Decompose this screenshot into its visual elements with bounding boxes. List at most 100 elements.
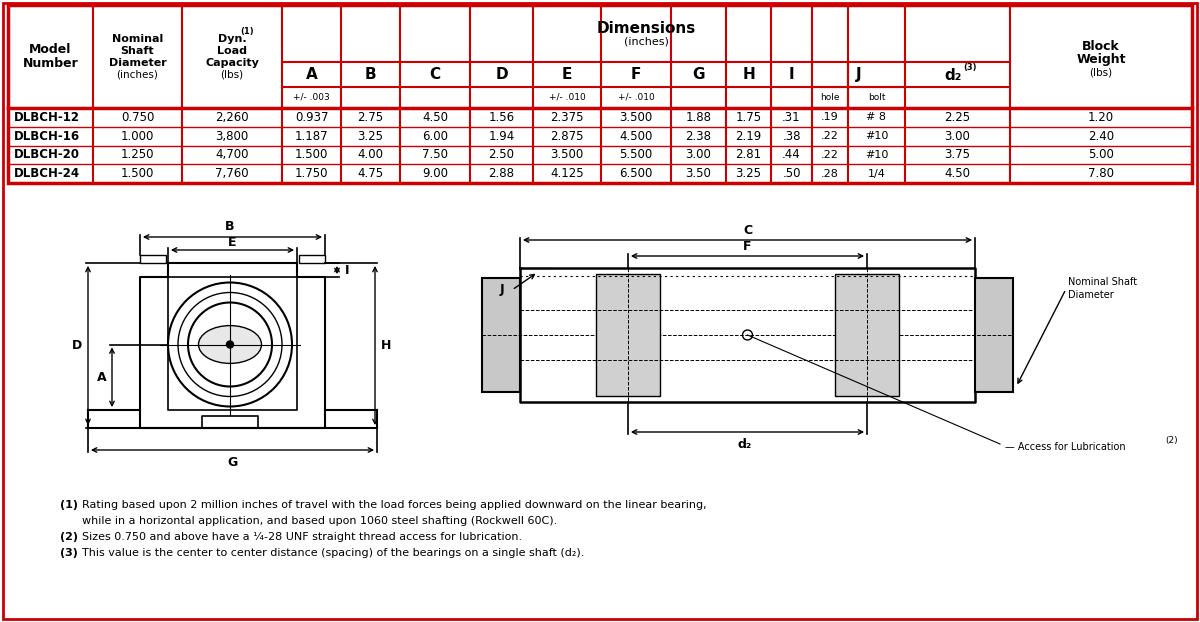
Text: .50: .50 xyxy=(782,167,800,180)
Text: (lbs): (lbs) xyxy=(221,70,244,80)
Text: 4.75: 4.75 xyxy=(358,167,384,180)
Text: 3.500: 3.500 xyxy=(619,111,653,124)
Text: 3.50: 3.50 xyxy=(685,167,712,180)
Text: 7.80: 7.80 xyxy=(1088,167,1114,180)
Text: 5.00: 5.00 xyxy=(1088,149,1114,161)
Text: C: C xyxy=(430,67,440,82)
Text: H: H xyxy=(380,339,391,352)
Text: 4.00: 4.00 xyxy=(358,149,384,161)
Text: D: D xyxy=(72,339,82,352)
Text: 6.00: 6.00 xyxy=(422,129,448,142)
Text: 6.500: 6.500 xyxy=(619,167,653,180)
Text: 4.125: 4.125 xyxy=(550,167,584,180)
Text: 2.81: 2.81 xyxy=(736,149,762,161)
Text: 1.250: 1.250 xyxy=(121,149,155,161)
Text: Rating based upon 2 million inches of travel with the load forces being applied : Rating based upon 2 million inches of tr… xyxy=(82,500,707,510)
Text: .44: .44 xyxy=(782,149,800,161)
Text: Nominal Shaft: Nominal Shaft xyxy=(1068,277,1138,287)
Text: 1.94: 1.94 xyxy=(488,129,515,142)
Text: 3.25: 3.25 xyxy=(736,167,762,180)
Text: H: H xyxy=(742,67,755,82)
Text: 9.00: 9.00 xyxy=(422,167,448,180)
Text: Nominal: Nominal xyxy=(112,34,163,44)
Text: This value is the center to center distance (spacing) of the bearings on a singl: This value is the center to center dista… xyxy=(82,548,584,558)
Text: while in a horizontal application, and based upon 1060 steel shafting (Rockwell : while in a horizontal application, and b… xyxy=(82,516,557,526)
Text: 3.00: 3.00 xyxy=(944,129,971,142)
Text: I: I xyxy=(344,264,349,277)
Text: 1.750: 1.750 xyxy=(295,167,329,180)
Text: 1.88: 1.88 xyxy=(685,111,712,124)
Text: 3,800: 3,800 xyxy=(215,129,248,142)
Text: Capacity: Capacity xyxy=(205,57,259,68)
Text: 0.750: 0.750 xyxy=(121,111,154,124)
Text: Block: Block xyxy=(1082,40,1120,53)
Text: +/- .010: +/- .010 xyxy=(618,93,654,102)
Text: 2.50: 2.50 xyxy=(488,149,515,161)
Text: .28: .28 xyxy=(821,169,839,179)
Text: #10: #10 xyxy=(865,150,888,160)
Text: 1.000: 1.000 xyxy=(121,129,154,142)
Text: (3): (3) xyxy=(60,548,78,558)
Text: Diameter: Diameter xyxy=(1068,290,1114,300)
Text: B: B xyxy=(226,221,235,233)
Text: (inches): (inches) xyxy=(624,37,668,47)
Text: +/- .010: +/- .010 xyxy=(548,93,586,102)
Text: J: J xyxy=(856,67,862,82)
Text: .38: .38 xyxy=(782,129,800,142)
Text: — Access for Lubrication: — Access for Lubrication xyxy=(1006,442,1126,452)
Text: 7.50: 7.50 xyxy=(422,149,448,161)
Text: Weight: Weight xyxy=(1076,53,1126,66)
Bar xyxy=(482,278,520,392)
Text: 0.937: 0.937 xyxy=(295,111,329,124)
Text: #10: #10 xyxy=(865,131,888,141)
Text: 2.75: 2.75 xyxy=(358,111,384,124)
Text: Number: Number xyxy=(23,57,78,70)
Text: .31: .31 xyxy=(782,111,800,124)
Text: Dyn.: Dyn. xyxy=(217,34,246,44)
Text: Shaft: Shaft xyxy=(121,45,155,55)
Text: .22: .22 xyxy=(821,150,839,160)
Text: 1.75: 1.75 xyxy=(736,111,762,124)
Text: d₂: d₂ xyxy=(944,68,962,83)
Text: Load: Load xyxy=(217,45,247,55)
Text: B: B xyxy=(365,67,377,82)
Text: Dimensions: Dimensions xyxy=(596,21,696,36)
Text: DLBCH-20: DLBCH-20 xyxy=(14,149,80,161)
Text: C: C xyxy=(743,223,752,236)
Text: 2.88: 2.88 xyxy=(488,167,515,180)
Circle shape xyxy=(227,341,234,348)
Text: DLBCH-24: DLBCH-24 xyxy=(14,167,80,180)
Text: .19: .19 xyxy=(821,113,839,123)
Text: 1.500: 1.500 xyxy=(295,149,328,161)
Bar xyxy=(596,274,660,396)
Text: G: G xyxy=(227,455,238,468)
Text: A: A xyxy=(306,67,317,82)
Text: d₂: d₂ xyxy=(737,437,751,450)
Text: F: F xyxy=(743,241,751,254)
Text: (2): (2) xyxy=(60,532,78,542)
Text: Diameter: Diameter xyxy=(109,57,167,68)
Text: 7,760: 7,760 xyxy=(215,167,248,180)
Text: J: J xyxy=(499,284,504,297)
Text: 2.38: 2.38 xyxy=(685,129,712,142)
Text: bolt: bolt xyxy=(868,93,886,102)
Text: 1.56: 1.56 xyxy=(488,111,515,124)
Text: F: F xyxy=(631,67,641,82)
Text: (lbs): (lbs) xyxy=(1090,68,1112,78)
Text: (inches): (inches) xyxy=(116,70,158,80)
Text: 4.500: 4.500 xyxy=(619,129,653,142)
Bar xyxy=(835,274,899,396)
Text: (1): (1) xyxy=(60,500,78,510)
Bar xyxy=(974,278,1013,392)
Text: 4.50: 4.50 xyxy=(944,167,971,180)
Text: (3): (3) xyxy=(962,63,977,72)
Ellipse shape xyxy=(198,325,262,363)
Text: Model: Model xyxy=(29,43,72,56)
Text: G: G xyxy=(692,67,704,82)
Bar xyxy=(8,5,1192,183)
Text: 3.75: 3.75 xyxy=(944,149,971,161)
Bar xyxy=(299,255,325,263)
Text: 3.00: 3.00 xyxy=(685,149,712,161)
Text: 4,700: 4,700 xyxy=(215,149,248,161)
Text: 4.50: 4.50 xyxy=(422,111,448,124)
